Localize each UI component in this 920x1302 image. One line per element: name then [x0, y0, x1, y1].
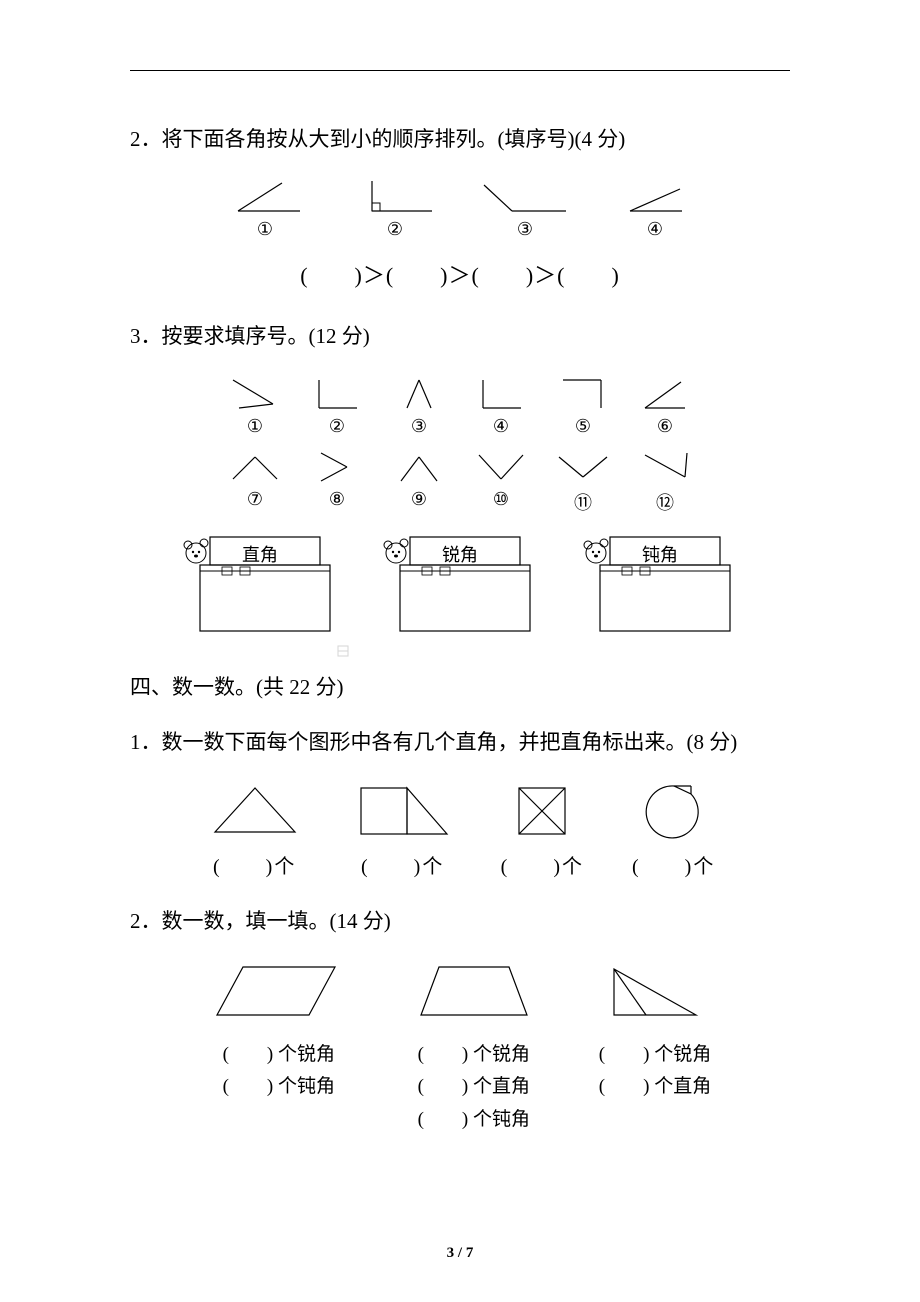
angle-7-icon — [225, 447, 285, 487]
parallelogram-icon — [209, 959, 349, 1029]
q3-boxes: 直角 锐角 — [130, 529, 790, 639]
angle-5-icon — [553, 374, 613, 414]
page-content: 2．将下面各角按从大到小的顺序排列。(填序号)(4 分) ① ② ③ — [0, 0, 920, 1176]
triangle-icon — [205, 780, 305, 840]
section4-heading: 四、数一数。(共 22 分) — [130, 669, 790, 707]
s4q2-line-b3: ( ) 个钝角 — [418, 1104, 530, 1136]
top-rule — [130, 70, 790, 71]
angle-9-icon — [389, 447, 449, 487]
s4q1-shape-3: ( )个 — [501, 780, 584, 879]
q3-row2: ⑦ ⑧ ⑨ ⑩ — [130, 447, 790, 515]
angle-2-icon — [307, 374, 367, 414]
q3-angle-4: ④ — [471, 374, 531, 437]
s4q2-shape-2: ( ) 个锐角 ( ) 个直角 ( ) 个钝角 — [409, 959, 539, 1136]
angle-right-icon — [350, 177, 440, 217]
s4q2-text: 2．数一数，填一填。(14 分) — [130, 903, 790, 941]
watermark-icon — [336, 644, 350, 658]
q2-angles-row: ① ② ③ ④ — [130, 177, 790, 240]
angle-acute-icon — [220, 177, 310, 217]
s4q2-shape-3: ( ) 个锐角 ( ) 个直角 — [599, 959, 711, 1136]
square-triangle-icon — [353, 780, 453, 840]
s4q1-count-3: ( )个 — [501, 850, 584, 879]
s4q1-shape-1: ( )个 — [205, 780, 305, 879]
angle-12-icon — [635, 447, 695, 487]
s4q1-shapes: ( )个 ( )个 ( )个 ( )个 — [130, 780, 790, 879]
q3-angle-10: ⑩ — [471, 447, 531, 515]
q3-angle-9: ⑨ — [389, 447, 449, 515]
q3-angle-2: ② — [307, 374, 367, 437]
box-label-3: 钝角 — [580, 541, 740, 567]
s4q2-lines-1: ( ) 个锐角 ( ) 个钝角 — [223, 1039, 335, 1104]
q3-label-5: ⑤ — [575, 416, 591, 437]
angle-3-icon — [389, 374, 449, 414]
box-label-1: 直角 — [180, 541, 340, 567]
q3-angle-5: ⑤ — [553, 374, 613, 437]
q2-angle-2: ② — [350, 177, 440, 240]
s4q1-count-1: ( )个 — [213, 850, 296, 879]
q3-angle-7: ⑦ — [225, 447, 285, 515]
angle-8-icon — [307, 447, 367, 487]
angle-narrow-icon — [610, 177, 700, 217]
q3-label-9: ⑨ — [411, 489, 427, 510]
circle-notch-icon — [639, 780, 709, 840]
angle-obtuse-icon — [480, 177, 570, 217]
q3-label-8: ⑧ — [329, 489, 345, 510]
q3-box-right-angle: 直角 — [180, 529, 340, 639]
q3-label-3: ③ — [411, 416, 427, 437]
q3-text: 3．按要求填序号。(12 分) — [130, 318, 790, 356]
q3-row1: ① ② ③ ④ — [130, 374, 790, 437]
page-number: 3 / 7 — [0, 1245, 920, 1262]
s4q1-shape-2: ( )个 — [353, 780, 453, 879]
q3-label-6: ⑥ — [657, 416, 673, 437]
q2-blanks: ( )＞( )＞( )＞( ) — [130, 258, 790, 290]
q2-label-2: ② — [387, 219, 403, 240]
q2-angle-4: ④ — [610, 177, 700, 240]
q3-box-acute-angle: 锐角 — [380, 529, 540, 639]
q3-label-10: ⑩ — [493, 489, 509, 510]
s4q2-lines-3: ( ) 个锐角 ( ) 个直角 — [599, 1039, 711, 1104]
q3-box-obtuse-angle: 钝角 — [580, 529, 740, 639]
angle-10-icon — [471, 447, 531, 487]
q3-label-12: ⑫ — [656, 489, 674, 515]
s4q2-shape-1: ( ) 个锐角 ( ) 个钝角 — [209, 959, 349, 1136]
s4q2-line-c1: ( ) 个锐角 — [599, 1039, 711, 1071]
right-triangle-split-icon — [600, 959, 710, 1029]
trapezoid-icon — [409, 959, 539, 1029]
q3-angle-6: ⑥ — [635, 374, 695, 437]
angle-4-icon — [471, 374, 531, 414]
q2-text: 2．将下面各角按从大到小的顺序排列。(填序号)(4 分) — [130, 121, 790, 159]
s4q2-line-c2: ( ) 个直角 — [599, 1071, 711, 1103]
q3-label-1: ① — [247, 416, 263, 437]
q3-label-11: ⑪ — [574, 489, 592, 515]
q2-angle-3: ③ — [480, 177, 570, 240]
q2-label-3: ③ — [517, 219, 533, 240]
s4q2-row: ( ) 个锐角 ( ) 个钝角 ( ) 个锐角 ( ) 个直角 ( ) 个钝角 … — [130, 959, 790, 1136]
s4q1-count-4: ( )个 — [632, 850, 715, 879]
q3-label-2: ② — [329, 416, 345, 437]
box-label-2: 锐角 — [380, 541, 540, 567]
angle-1-icon — [225, 374, 285, 414]
s4q1-count-2: ( )个 — [361, 850, 444, 879]
q2-label-1: ① — [257, 219, 273, 240]
s4q2-line-b2: ( ) 个直角 — [418, 1071, 530, 1103]
q3-angle-12: ⑫ — [635, 447, 695, 515]
q3-label-7: ⑦ — [247, 489, 263, 510]
angle-6-icon — [635, 374, 695, 414]
angle-11-icon — [553, 447, 613, 487]
s4q1-text: 1．数一数下面每个图形中各有几个直角，并把直角标出来。(8 分) — [130, 724, 790, 762]
q3-angle-11: ⑪ — [553, 447, 613, 515]
q3-angle-1: ① — [225, 374, 285, 437]
q2-label-4: ④ — [647, 219, 663, 240]
s4q1-shape-4: ( )个 — [632, 780, 715, 879]
s4q2-line-a1: ( ) 个锐角 — [223, 1039, 335, 1071]
s4q2-line-a2: ( ) 个钝角 — [223, 1071, 335, 1103]
q3-angle-8: ⑧ — [307, 447, 367, 515]
q3-label-4: ④ — [493, 416, 509, 437]
square-x-icon — [507, 780, 577, 840]
s4q2-lines-2: ( ) 个锐角 ( ) 个直角 ( ) 个钝角 — [418, 1039, 530, 1136]
q2-angle-1: ① — [220, 177, 310, 240]
q3-angle-3: ③ — [389, 374, 449, 437]
s4q2-line-b1: ( ) 个锐角 — [418, 1039, 530, 1071]
